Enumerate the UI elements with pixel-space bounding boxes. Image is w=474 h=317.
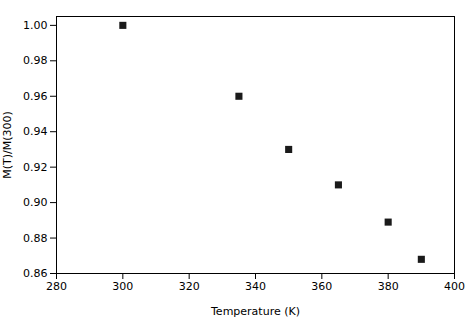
- svg-text:0.90: 0.90: [23, 196, 48, 209]
- svg-text:0.86: 0.86: [23, 267, 48, 280]
- svg-text:0.92: 0.92: [23, 161, 48, 174]
- svg-text:0.96: 0.96: [23, 90, 48, 103]
- svg-text:400: 400: [444, 280, 465, 293]
- svg-text:M(T)/M(300): M(T)/M(300): [1, 111, 14, 179]
- svg-text:320: 320: [179, 280, 200, 293]
- svg-text:1.00: 1.00: [23, 19, 48, 32]
- svg-text:0.88: 0.88: [23, 232, 48, 245]
- svg-text:Temperature (K): Temperature (K): [210, 305, 300, 317]
- svg-text:0.98: 0.98: [23, 54, 48, 67]
- svg-text:300: 300: [112, 280, 133, 293]
- svg-text:340: 340: [245, 280, 266, 293]
- svg-text:380: 380: [378, 280, 399, 293]
- svg-text:360: 360: [311, 280, 332, 293]
- svg-text:0.94: 0.94: [23, 125, 48, 138]
- svg-text:280: 280: [46, 280, 67, 293]
